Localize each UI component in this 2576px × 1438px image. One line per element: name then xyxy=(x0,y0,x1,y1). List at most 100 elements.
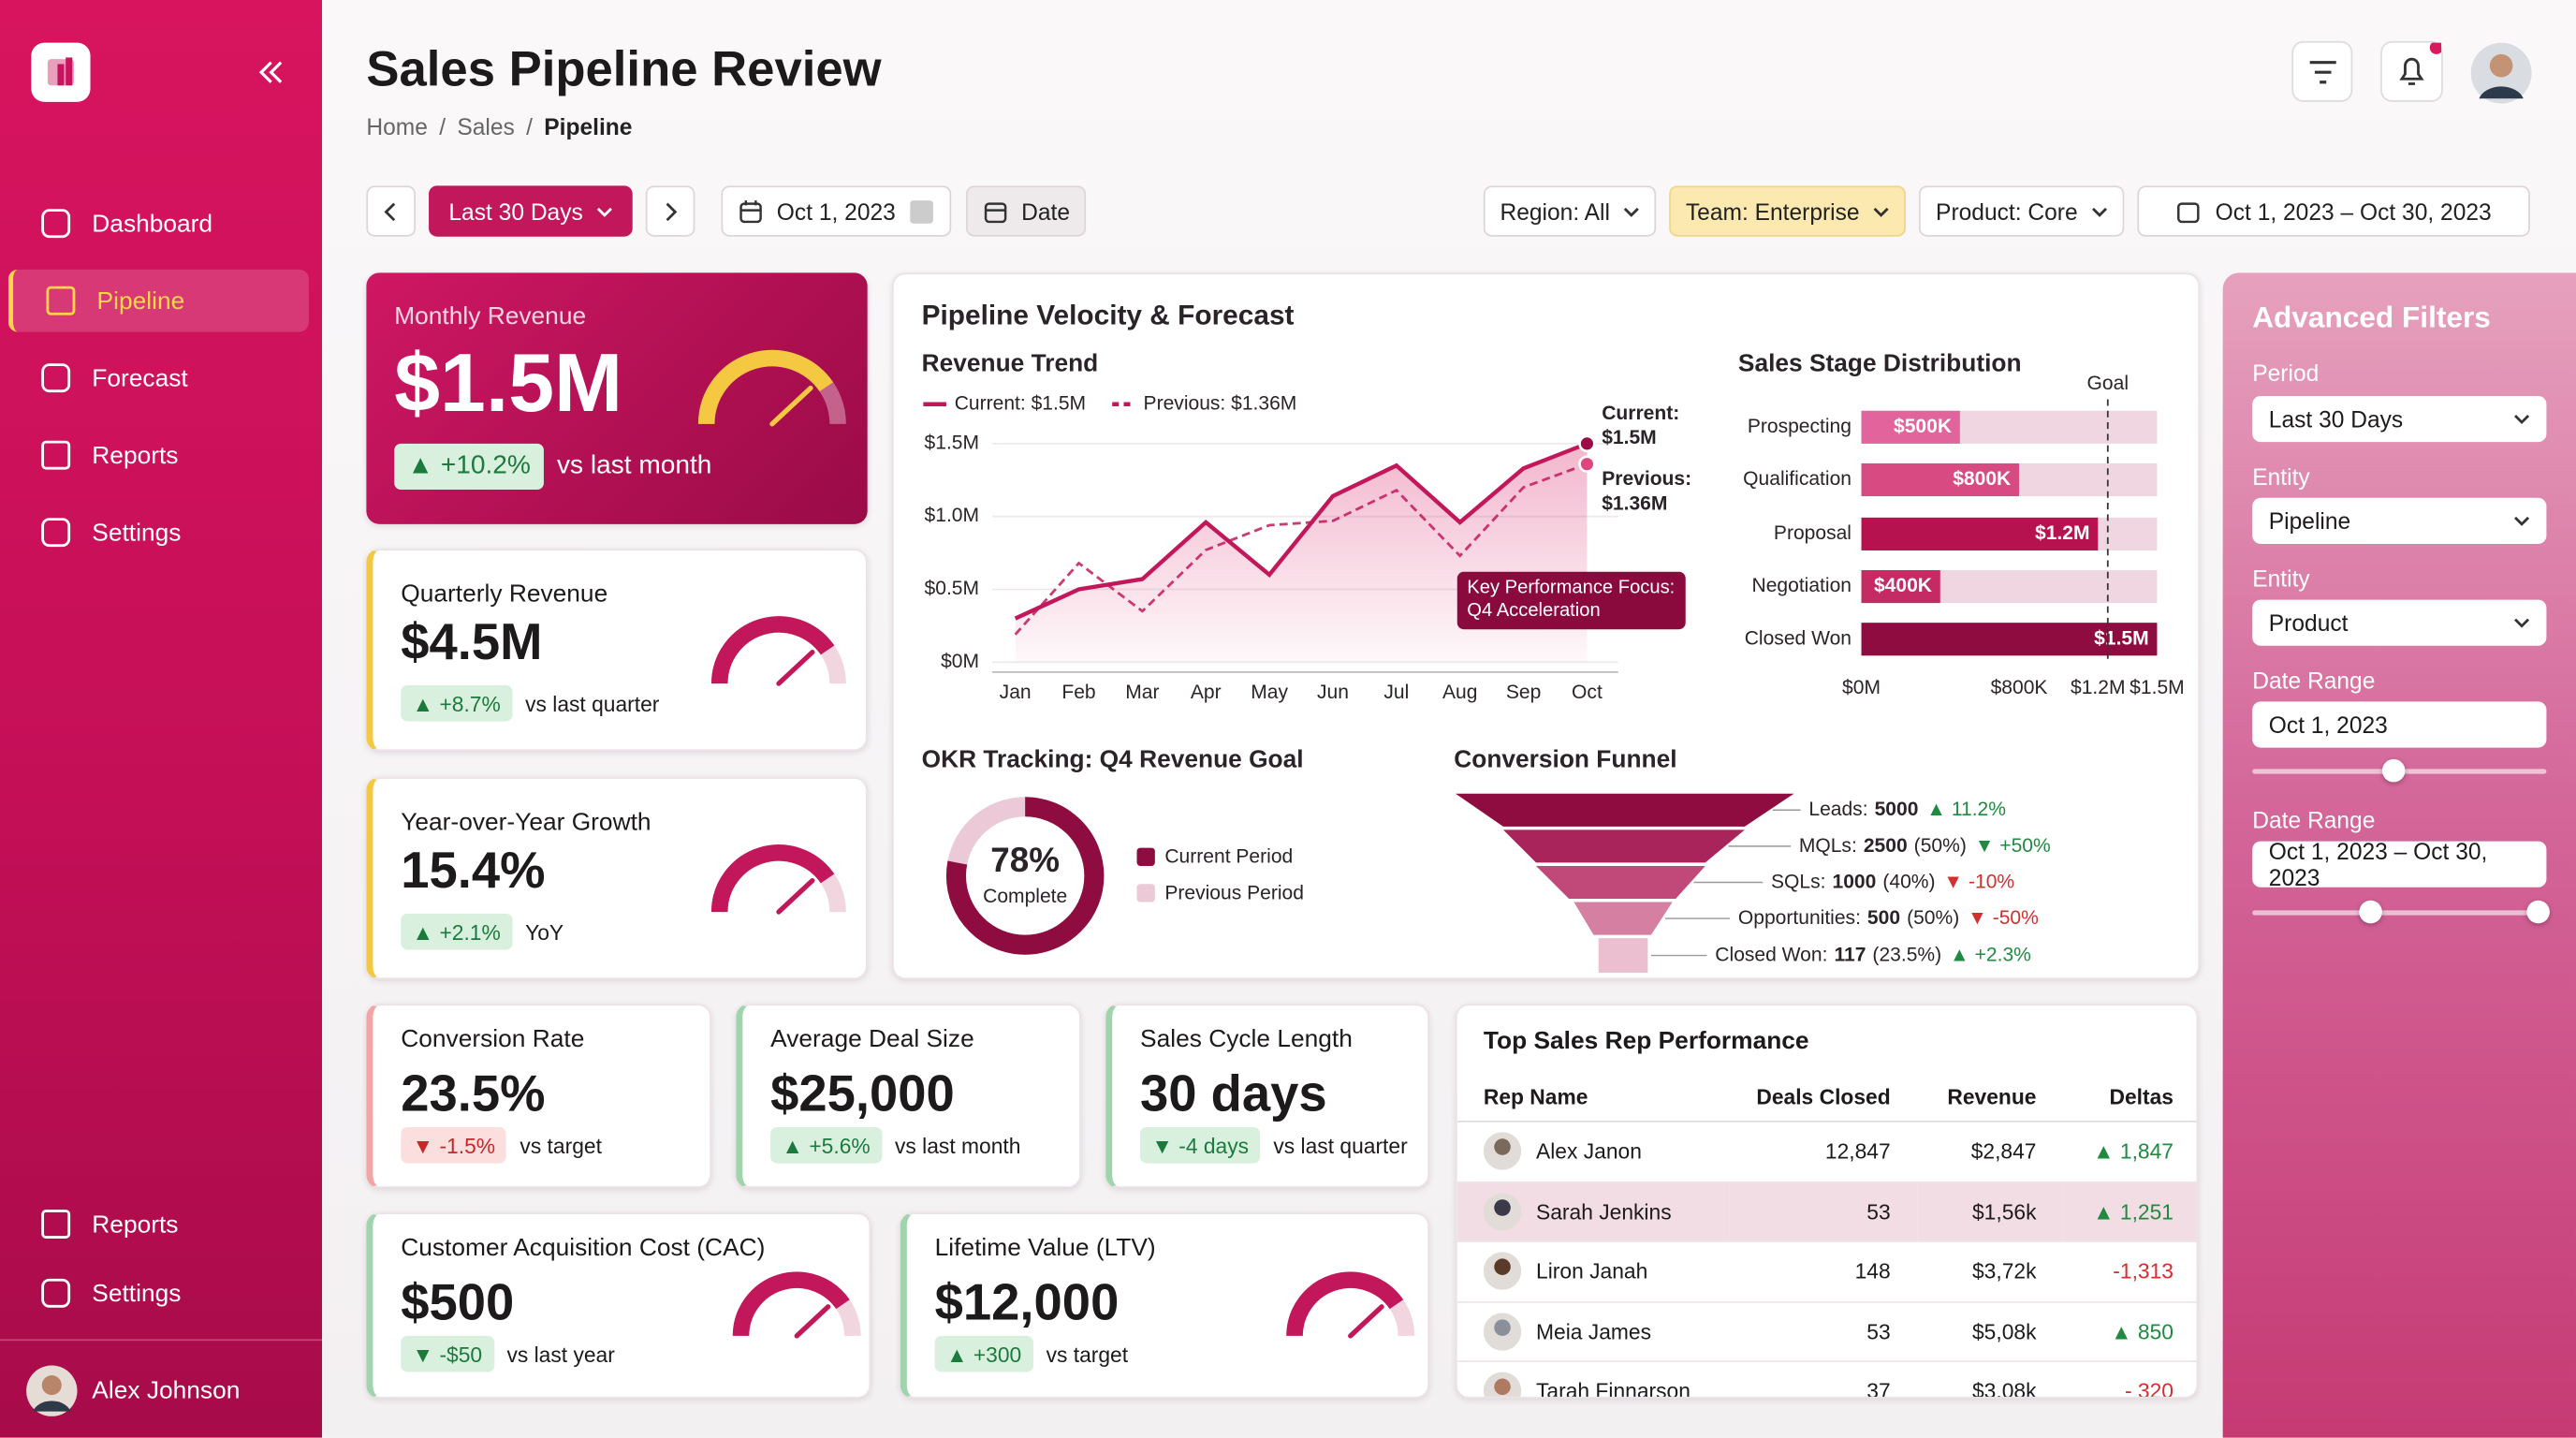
table-row[interactable]: Meia James 53 $5,08k ▲ 850 xyxy=(1456,1301,2197,1362)
nav-item[interactable]: Reports xyxy=(8,1193,309,1255)
filter-dropdown[interactable]: Team: Enterprise xyxy=(1669,185,1906,237)
separator: / xyxy=(439,113,446,140)
logo[interactable] xyxy=(31,42,91,102)
collapse-button[interactable] xyxy=(255,56,287,89)
avatar-face xyxy=(1494,1378,1511,1396)
notification-button[interactable] xyxy=(2380,40,2443,102)
filter-label: Entity xyxy=(2252,462,2310,491)
kpi-delta-row: ▼ -$50 vs last year xyxy=(401,1335,615,1372)
kpi-label: Monthly Revenue xyxy=(394,301,587,330)
chevron xyxy=(2091,207,2107,217)
table-cell: Sarah Jenkins xyxy=(1456,1181,1725,1242)
nav-label: Settings xyxy=(92,518,182,547)
filter-input[interactable]: Oct 1, 2023 – Oct 30, 2023 xyxy=(2252,838,2547,890)
nav-item[interactable]: Dashboard xyxy=(8,192,309,255)
nav-item[interactable]: Settings xyxy=(8,501,309,564)
filter-dropdown[interactable]: Region: All xyxy=(1483,185,1657,237)
date-button-label: Date xyxy=(1021,198,1071,225)
filter-value: Oct 1, 2023 xyxy=(2268,711,2388,739)
kpi-card: Monthly Revenue $1.5M ▲ +10.2% vs last mont… xyxy=(366,272,868,524)
table-cell: 37 xyxy=(1724,1361,1917,1397)
chevron-path xyxy=(1873,207,1889,217)
kpi-card: Year-over-Year Growth 15.4% ▲ +2.1% YoY xyxy=(366,777,868,980)
nav-item[interactable]: Pipeline xyxy=(7,269,309,332)
kpi-label: Lifetime Value (LTV) xyxy=(934,1234,1156,1262)
nav-item[interactable]: Forecast xyxy=(8,346,309,409)
breadcrumb-item[interactable]: Home xyxy=(366,113,428,140)
table-cell: $3,08k xyxy=(1916,1361,2063,1397)
table-wrap: Rep Name Deals Closed Revenue Deltas Alex Ja… xyxy=(1456,1071,2197,1399)
table-cell: $2,847 xyxy=(1916,1121,2063,1182)
nav-label: Forecast xyxy=(92,363,188,392)
table-cell: ▲ 1,847 xyxy=(2062,1121,2197,1182)
gauge xyxy=(732,1271,861,1339)
rep-name: Alex Janon xyxy=(1536,1138,1642,1165)
kpi-value: $25,000 xyxy=(770,1064,955,1123)
gauge xyxy=(710,844,846,915)
rep-name: Tarah Finnarson xyxy=(1536,1378,1690,1399)
next-button[interactable] xyxy=(645,185,695,237)
column-header: Deltas xyxy=(2062,1071,2197,1123)
filter-label: Date Range xyxy=(2252,806,2376,833)
date-input[interactable]: Oct 1, 2023 xyxy=(721,185,952,237)
table-row[interactable]: Liron Janah 148 $3,72k -1,313 xyxy=(1456,1240,2197,1302)
filter-dropdown[interactable]: Oct 1, 2023 – Oct 30, 2023 xyxy=(2137,185,2530,237)
nav-item[interactable]: Settings xyxy=(8,1262,309,1325)
icon-shape xyxy=(41,518,71,548)
chevron-path xyxy=(2514,415,2530,425)
range-label: Last 30 Days xyxy=(448,198,583,225)
kpi-value: 23.5% xyxy=(401,1064,546,1123)
filter-label: Oct 1, 2023 – Oct 30, 2023 xyxy=(2215,198,2492,225)
kpi-label: Year-over-Year Growth xyxy=(401,808,651,837)
filter-input[interactable]: Oct 1, 2023 xyxy=(2252,701,2547,748)
gauge-arc xyxy=(710,616,835,684)
gauge xyxy=(710,616,846,686)
filter-label: Product: Core xyxy=(1936,198,2078,225)
user-avatar xyxy=(26,1365,78,1416)
breadcrumb-item[interactable]: Sales xyxy=(457,113,515,140)
chevron-path xyxy=(1623,207,1639,217)
pipeline-panel xyxy=(892,272,2201,980)
date-value: Oct 1, 2023 xyxy=(776,198,896,225)
date-button[interactable]: Date xyxy=(965,185,1087,237)
bell-icon xyxy=(2399,40,2443,85)
nav-icon xyxy=(41,209,71,239)
calendar-icon xyxy=(2177,201,2201,223)
logo-icon xyxy=(47,57,74,86)
table-title: Top Sales Rep Performance xyxy=(1483,1026,1809,1055)
kpi-delta-row: ▲ +8.7% vs last quarter xyxy=(401,684,659,722)
table-cell: - 320 xyxy=(2062,1361,2197,1397)
kpi-note: vs last month xyxy=(556,451,712,480)
calendar-icon xyxy=(739,199,762,223)
rep-name: Sarah Jenkins xyxy=(1536,1198,1672,1225)
filter-button[interactable] xyxy=(2291,40,2353,102)
prev-button[interactable] xyxy=(366,185,417,237)
kpi-delta: ▲ +5.6% xyxy=(770,1126,882,1164)
table-cell: $5,08k xyxy=(1916,1301,2063,1362)
nav-label: Reports xyxy=(92,441,179,470)
nav-item[interactable]: Reports xyxy=(8,424,309,487)
table-row[interactable]: Tarah Finnarson 37 $3,08k - 320 xyxy=(1456,1361,2197,1399)
chevron-path xyxy=(2514,618,2530,628)
filter-input[interactable]: Last 30 Days xyxy=(2252,395,2547,443)
gauge xyxy=(1286,1271,1415,1339)
table-row[interactable]: Sarah Jenkins 53 $1,56k ▲ 1,251 xyxy=(1456,1181,2197,1242)
user-profile[interactable]: Alex Johnson xyxy=(26,1365,240,1416)
slider-thumb[interactable] xyxy=(2381,758,2406,783)
table-row[interactable]: Alex Janon 12,847 $2,847 ▲ 1,847 xyxy=(1456,1121,2197,1182)
kpi-card: Sales Cycle Length 30 days ▼ -4 days vs las… xyxy=(1105,1004,1429,1188)
filter-dropdown[interactable]: Product: Core xyxy=(1918,185,2125,237)
filter-input[interactable]: Pipeline xyxy=(2252,497,2547,544)
kpi-card: Average Deal Size $25,000 ▲ +5.6% vs last m… xyxy=(736,1004,1081,1188)
kpi-delta: ▼ -$50 xyxy=(401,1335,494,1372)
slider-thumb[interactable] xyxy=(2526,900,2550,924)
filter-input[interactable]: Product xyxy=(2252,599,2547,646)
slider-thumb[interactable] xyxy=(2359,900,2382,924)
range-dropdown[interactable]: Last 30 Days xyxy=(429,185,633,237)
rep-avatar xyxy=(1483,1192,1522,1231)
chevron xyxy=(596,207,612,217)
profile-avatar[interactable] xyxy=(2470,42,2532,104)
kpi-delta-row: ▲ +5.6% vs last month xyxy=(770,1126,1020,1164)
page-title: Sales Pipeline Review xyxy=(366,42,882,97)
rep-avatar xyxy=(1483,1132,1522,1171)
